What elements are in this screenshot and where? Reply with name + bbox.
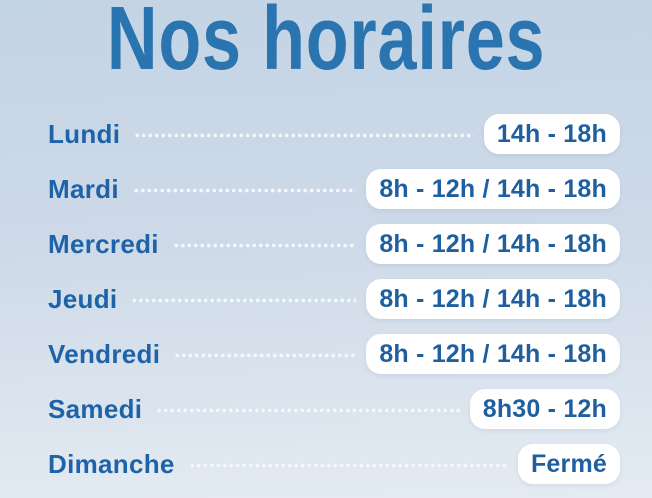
day-label: Samedi [48,393,143,424]
page-title-text: Nos horaires [106,0,546,89]
hours-value: 8h - 12h / 14h - 18h [379,284,607,313]
hours-value: Fermé [530,449,607,478]
hours-value: 8h30 - 12h [482,394,607,423]
hours-row-tuesday: Mardi 8h - 12h / 14h - 18h [48,169,620,209]
hours-value: 8h - 12h / 14h - 18h [379,174,607,203]
hours-pill: 8h30 - 12h [469,389,620,429]
day-label: Lundi [48,118,121,149]
dotted-leader [188,462,508,468]
day-label: Mardi [48,173,119,204]
hours-pill: 8h - 12h / 14h - 18h [366,334,620,374]
dotted-leader [172,242,357,248]
hours-row-friday: Vendredi 8h - 12h / 14h - 18h [48,334,620,374]
day-label: Vendredi [48,338,161,369]
hours-list: Lundi 14h - 18h Mardi 8h - 12h / 14h - 1… [0,114,652,484]
hours-pill: 14h - 18h [483,114,620,154]
hours-value: 14h - 18h [496,119,607,148]
hours-pill: 8h - 12h / 14h - 18h [366,224,620,264]
hours-row-thursday: Jeudi 8h - 12h / 14h - 18h [48,279,620,319]
hours-pill: Fermé [517,444,620,484]
hours-value: 8h - 12h / 14h - 18h [379,339,607,368]
dotted-leader [156,407,460,413]
dotted-leader [131,297,357,303]
dotted-leader [132,187,357,193]
dotted-leader [134,132,474,138]
day-label: Dimanche [48,448,175,479]
day-label: Mercredi [48,228,159,259]
page-title: Nos horaires [0,0,652,84]
hours-value: 8h - 12h / 14h - 18h [379,229,607,258]
hours-pill: 8h - 12h / 14h - 18h [366,279,620,319]
hours-row-monday: Lundi 14h - 18h [48,114,620,154]
hours-row-wednesday: Mercredi 8h - 12h / 14h - 18h [48,224,620,264]
day-label: Jeudi [48,283,118,314]
hours-pill: 8h - 12h / 14h - 18h [366,169,620,209]
hours-row-saturday: Samedi 8h30 - 12h [48,389,620,429]
dotted-leader [174,352,357,358]
hours-row-sunday: Dimanche Fermé [48,444,620,484]
